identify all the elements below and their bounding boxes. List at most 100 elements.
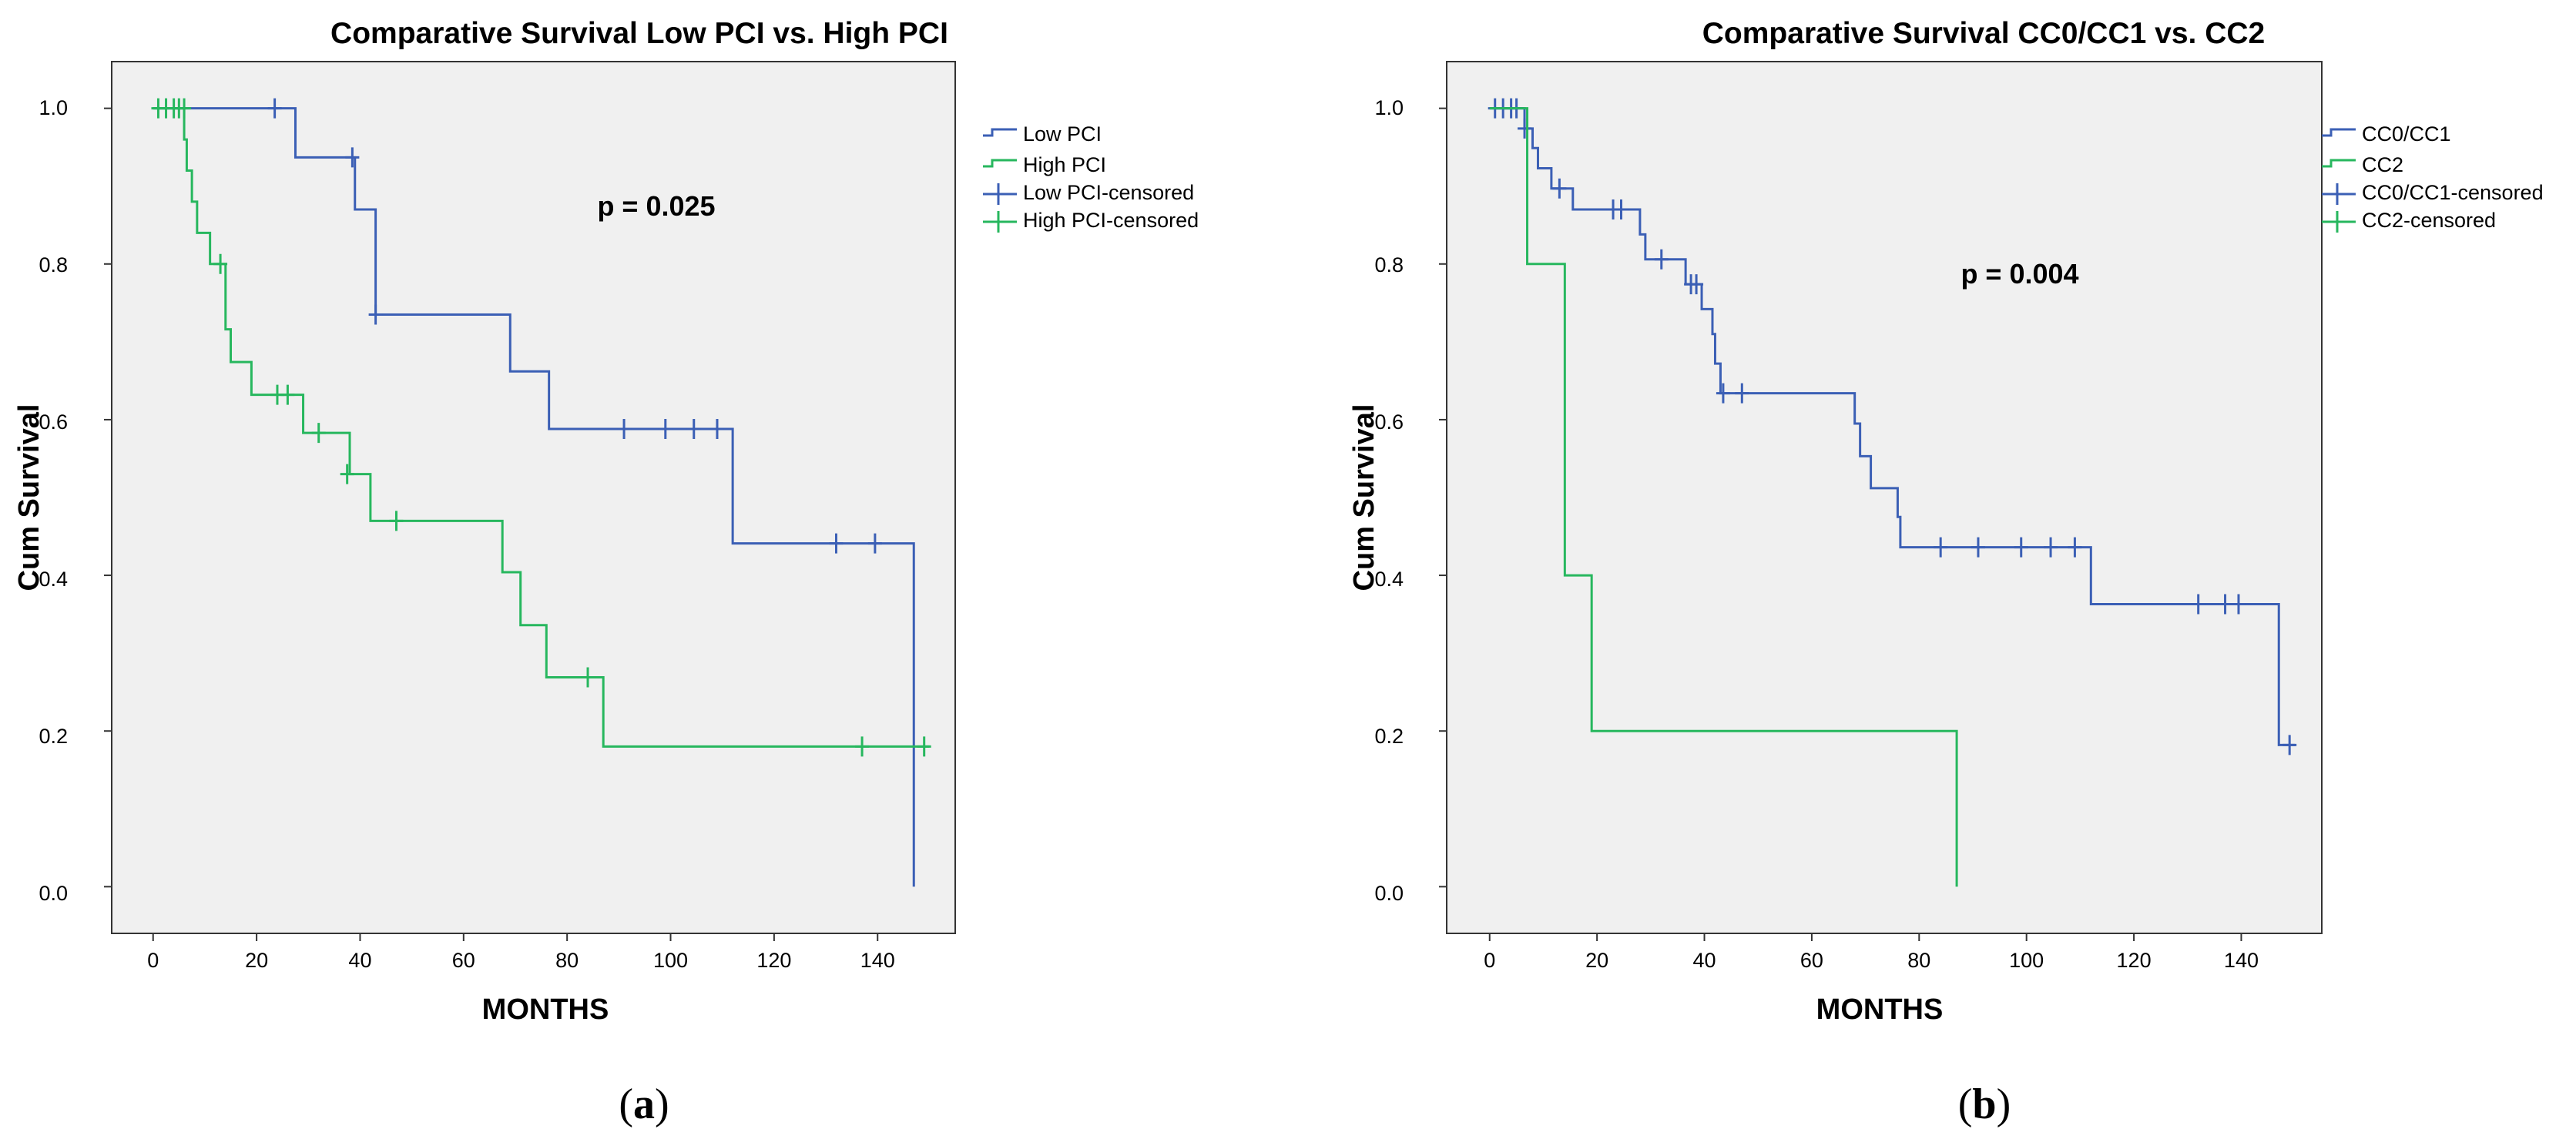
censor-mark	[917, 736, 931, 757]
x-tick-label: 140	[2224, 949, 2259, 972]
y-tick-label: 0.0	[39, 882, 68, 905]
legend-a: Low PCI High PCI Low PCI-censored High P…	[983, 122, 1199, 233]
censor-mark	[340, 464, 354, 484]
x-tick-label: 40	[348, 949, 371, 972]
y-tick-label: 0.2	[39, 725, 68, 748]
legend-swatch	[983, 159, 1017, 168]
legend-swatch	[983, 183, 1017, 205]
panel-label-b: (b)	[1958, 1080, 2011, 1128]
censor-mark	[1614, 199, 1628, 220]
censor-mark	[1716, 383, 1730, 404]
legend-entry: Low PCI-censored	[1023, 181, 1194, 204]
x-tick-label: 80	[555, 949, 579, 972]
plot-area-a	[111, 61, 956, 934]
legend-swatch	[983, 128, 1017, 137]
p-value-a: p = 0.025	[597, 190, 715, 222]
censor-mark	[2218, 594, 2232, 615]
censor-mark	[368, 304, 383, 325]
legend-entry: Low PCI	[1023, 122, 1102, 146]
censor-mark	[829, 533, 844, 554]
y-tick-label: 0.0	[1374, 882, 1404, 905]
series-line-high-pci	[153, 107, 930, 748]
x-tick-label: 20	[1585, 949, 1608, 972]
censor-mark	[1934, 537, 1948, 558]
x-tick-label: 80	[1907, 949, 1930, 972]
y-tick-label: 1.0	[1374, 96, 1404, 119]
censor-mark	[2283, 735, 2297, 755]
censor-mark	[1654, 249, 1669, 270]
legend-swatch	[2322, 159, 2356, 168]
censor-mark	[1735, 383, 1749, 404]
x-tick-label: 60	[452, 949, 475, 972]
censor-mark	[867, 533, 882, 554]
p-value-b: p = 0.004	[1961, 258, 2078, 290]
censor-mark	[311, 423, 326, 444]
plot-area-b	[1446, 61, 2323, 934]
y-axis-title-b: Cum Survival	[1348, 404, 1380, 591]
censor-mark	[345, 147, 360, 168]
legend-entry: High PCI	[1023, 153, 1106, 176]
y-axis-b: 0.0 0.2 0.4 0.6 0.8 1.0 Cum Survival	[1348, 96, 1404, 905]
legend-entry: CC2-censored	[2362, 209, 2496, 232]
censor-mark	[855, 736, 870, 757]
censor-mark	[389, 511, 404, 531]
x-tick-label: 100	[653, 949, 688, 972]
censor-mark	[177, 98, 192, 119]
legend-b: CC0/CC1 CC2 CC0/CC1-censored CC2-censore…	[2322, 122, 2544, 233]
x-tick-label: 120	[2117, 949, 2152, 972]
x-tick-label: 0	[147, 949, 159, 972]
x-tick-label: 60	[1800, 949, 1823, 972]
x-tick-label: 120	[756, 949, 791, 972]
panel-label-a: (a)	[619, 1080, 669, 1128]
censor-mark	[2068, 537, 2082, 558]
censor-mark	[658, 419, 673, 440]
x-tick-label: 20	[245, 949, 268, 972]
chart-panel-a: Comparative Survival Low PCI vs. High PC…	[13, 17, 1199, 1128]
y-tick-label: 0.2	[1374, 725, 1404, 748]
censor-mark	[1552, 178, 1567, 199]
censor-mark	[617, 419, 632, 440]
censor-mark	[1518, 118, 1532, 139]
censor-mark	[2191, 594, 2205, 615]
y-tick-label: 1.0	[39, 96, 68, 119]
legend-entry: CC0/CC1-censored	[2362, 181, 2544, 204]
censor-mark	[2231, 594, 2246, 615]
censor-mark	[267, 98, 282, 119]
x-tick-label: 0	[1484, 949, 1495, 972]
y-tick-label: 0.6	[39, 410, 68, 434]
censor-mark	[686, 419, 701, 440]
legend-entry: CC0/CC1	[2362, 122, 2451, 146]
chart-title-a: Comparative Survival Low PCI vs. High PC…	[330, 17, 948, 50]
x-ticks-a: 0 20 40 60 80 100 120 140	[104, 107, 895, 972]
x-ticks-b: 0 20 40 60 80 100 120 140	[1439, 107, 2259, 972]
legend-swatch	[2322, 128, 2356, 137]
x-tick-label: 140	[860, 949, 895, 972]
legend-entry: High PCI-censored	[1023, 209, 1199, 232]
x-axis-title-a: MONTHS	[482, 993, 609, 1026]
x-axis-title-b: MONTHS	[1816, 993, 1944, 1026]
chart-panel-b: Comparative Survival CC0/CC1 vs. CC2 0.0…	[1348, 17, 2544, 1128]
legend-swatch	[983, 211, 1017, 233]
x-tick-label: 100	[2009, 949, 2044, 972]
y-axis-a: 0.0 0.2 0.4 0.6 0.8 1.0 Cum Survival	[13, 96, 68, 905]
panel-letter-b: b	[1972, 1080, 1996, 1128]
censor-mark	[2014, 537, 2028, 558]
censor-mark	[709, 419, 724, 440]
y-tick-label: 0.8	[39, 253, 68, 276]
series-line-cc0-cc1	[1489, 107, 2296, 746]
x-tick-label: 40	[1693, 949, 1716, 972]
chart-title-b: Comparative Survival CC0/CC1 vs. CC2	[1702, 17, 2265, 50]
y-tick-label: 0.4	[39, 568, 68, 591]
series-line-low-pci	[153, 107, 915, 887]
y-tick-label: 0.6	[1374, 410, 1404, 434]
y-tick-label: 0.4	[1374, 568, 1404, 591]
censor-mark	[1971, 537, 1985, 558]
legend-swatch	[2322, 211, 2356, 233]
legend-entry: CC2	[2362, 153, 2403, 176]
panel-letter-a: a	[633, 1080, 655, 1128]
censor-mark	[1689, 274, 1704, 295]
y-tick-label: 0.8	[1374, 253, 1404, 276]
censor-mark	[2044, 537, 2058, 558]
series-a	[151, 98, 931, 887]
